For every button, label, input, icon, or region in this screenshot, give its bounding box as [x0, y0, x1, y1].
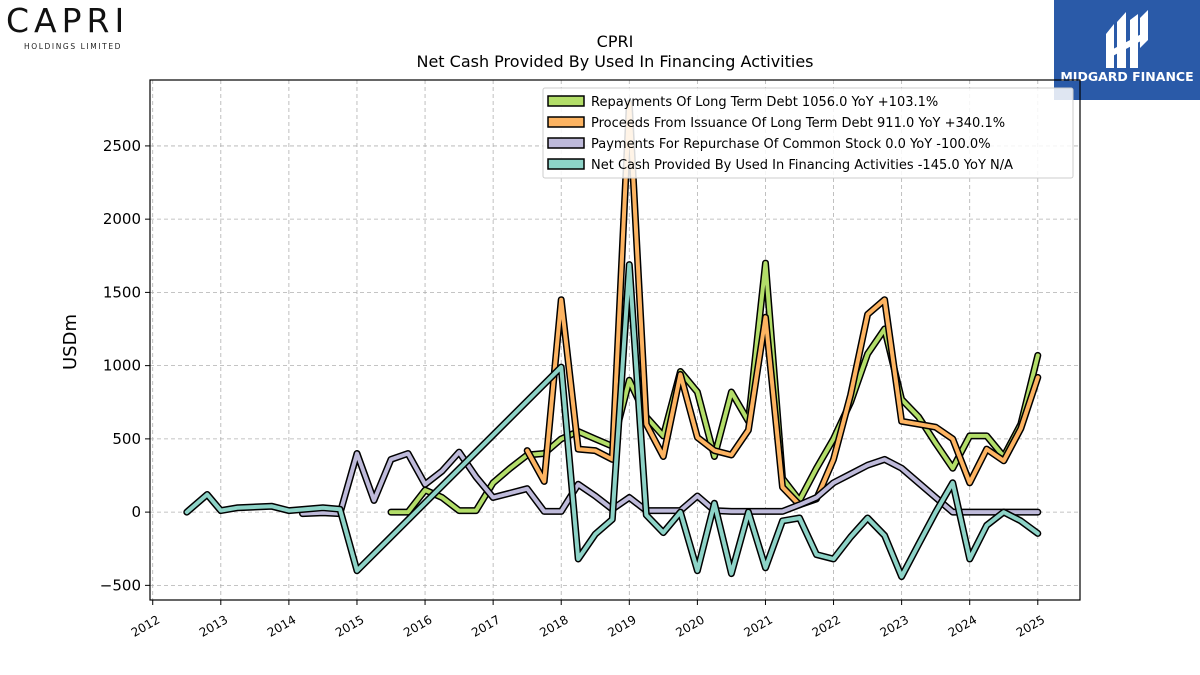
legend-item-repurchase: Payments For Repurchase Of Common Stock … — [547, 137, 991, 152]
x-axis-ticks: 2012 2013 2014 2015 2016 2017 2018 2019 2020 2021… — [129, 600, 1047, 640]
series-line-repayments — [389, 261, 1040, 515]
legend-box — [542, 87, 1074, 179]
capri-logo-wordmark: CAPRI — [6, 1, 130, 40]
y-tick-label: 2000 — [103, 210, 141, 228]
y-tick-label: 0 — [131, 503, 141, 521]
series-lines — [183, 99, 1042, 581]
x-tick-label: 2016 — [401, 612, 434, 639]
x-tick-label: 2015 — [333, 612, 366, 639]
chart-subtitle: Net Cash Provided By Used In Financing A… — [416, 52, 813, 71]
legend-item-repayments: Repayments Of Long Term Debt 1056.0 YoY … — [547, 95, 938, 110]
legend-item-net: Net Cash Provided By Used In Financing A… — [547, 158, 1013, 173]
series-line-net — [184, 262, 1040, 579]
capri-logo-subtitle: HOLDINGS LIMITED — [24, 42, 123, 51]
midgard-finance-name: MIDGARD FINANCE — [1060, 69, 1194, 84]
x-tick-label: 2020 — [673, 612, 706, 639]
series-repurchase — [299, 448, 1042, 518]
x-tick-label: 2024 — [946, 612, 979, 639]
legend-label: Payments For Repurchase Of Common Stock … — [591, 137, 991, 152]
y-tick-label: 1500 — [103, 283, 141, 301]
series-line-repurchase — [300, 450, 1040, 516]
x-tick-label: 2018 — [537, 612, 570, 639]
y-tick-label: −500 — [100, 576, 141, 594]
legend-label: Net Cash Provided By Used In Financing A… — [591, 158, 1013, 173]
x-tick-label: 2025 — [1014, 612, 1047, 639]
midgard-m-logo-icon — [1106, 10, 1148, 68]
legend-item-proceeds: Proceeds From Issuance Of Long Term Debt… — [547, 116, 1005, 131]
capri-logo: CAPRI HOLDINGS LIMITED — [6, 2, 156, 52]
x-tick-label: 2021 — [742, 612, 775, 639]
y-axis-ticks: −500 0 500 1000 1500 2000 2500 — [100, 137, 150, 594]
x-tick-label: 2019 — [605, 612, 638, 639]
y-tick-label: 2500 — [103, 137, 141, 155]
x-tick-label: 2017 — [469, 612, 502, 639]
plot-frame — [149, 79, 1081, 601]
x-tick-label: 2022 — [810, 612, 843, 639]
y-tick-label: 500 — [112, 430, 141, 448]
series-proceeds — [523, 99, 1042, 509]
x-tick-label: 2013 — [197, 612, 230, 639]
chart-title: CPRI — [597, 32, 634, 51]
series-line-outline-repayments — [387, 259, 1042, 516]
y-axis-label: USDm — [60, 314, 81, 370]
series-repayments — [387, 259, 1042, 516]
midgard-finance-logo: MIDGARD FINANCE — [1054, 0, 1200, 100]
legend-swatch — [547, 158, 585, 170]
x-tick-label: 2014 — [265, 612, 298, 639]
legend-label: Proceeds From Issuance Of Long Term Debt… — [591, 116, 1005, 131]
legend: Repayments Of Long Term Debt 1056.0 YoY … — [542, 87, 1074, 179]
series-net — [183, 261, 1042, 581]
legend-swatch — [547, 137, 585, 149]
series-line-proceeds — [525, 101, 1040, 507]
legend-label: Repayments Of Long Term Debt 1056.0 YoY … — [591, 95, 938, 110]
x-tick-label: 2023 — [878, 612, 911, 639]
y-tick-label: 1000 — [103, 357, 141, 375]
legend-swatch — [547, 95, 585, 107]
x-tick-label: 2012 — [129, 612, 162, 639]
legend-swatch — [547, 116, 585, 128]
